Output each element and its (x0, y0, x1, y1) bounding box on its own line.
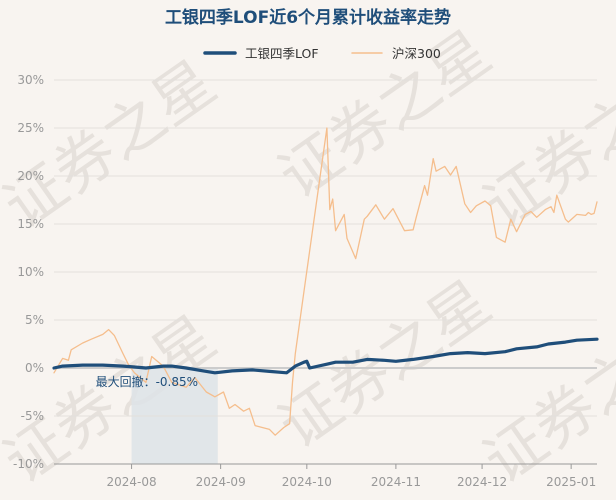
y-tick-label: 25% (17, 121, 44, 135)
y-tick-label: -10% (13, 457, 44, 471)
legend-label: 工银四季LOF (245, 46, 319, 61)
y-tick-label: 5% (25, 313, 44, 327)
x-tick-label: 2024-09 (196, 475, 246, 489)
y-tick-label: 20% (17, 169, 44, 183)
legend-item-1[interactable]: 沪深300 (351, 46, 441, 61)
y-tick-label: -5% (21, 409, 44, 423)
x-tick-label: 2024-10 (282, 475, 332, 489)
series-layer (52, 127, 599, 436)
watermark-text: 证券之星 (267, 268, 504, 463)
series-line-0 (52, 337, 599, 375)
x-tick-label: 2024-11 (371, 475, 421, 489)
x-tick-label: 2024-12 (457, 475, 507, 489)
y-tick-label: 10% (17, 265, 44, 279)
y-axis: 30% 25% 20% 15% 10% 5% 0% -5% -10% (13, 73, 44, 471)
legend-item-0[interactable]: 工银四季LOF (203, 46, 319, 61)
series-line-1 (53, 127, 598, 436)
y-tick-label: 30% (17, 73, 44, 87)
chart-title: 工银四季LOF近6个月累计收益率走势 (165, 7, 451, 28)
max-drawdown-label: 最大回撤：-0.85% (96, 374, 198, 389)
x-axis: 2024-08 2024-09 2024-10 2024-11 2024-12 2025-… (54, 463, 597, 489)
legend[interactable]: 工银四季LOF 沪深300 (203, 46, 441, 61)
x-tick-label: 2024-08 (107, 475, 157, 489)
y-tick-label: 15% (17, 217, 44, 231)
y-tick-label: 0% (25, 361, 44, 375)
legend-label: 沪深300 (392, 46, 441, 61)
x-tick-label: 2025-01 (546, 475, 596, 489)
